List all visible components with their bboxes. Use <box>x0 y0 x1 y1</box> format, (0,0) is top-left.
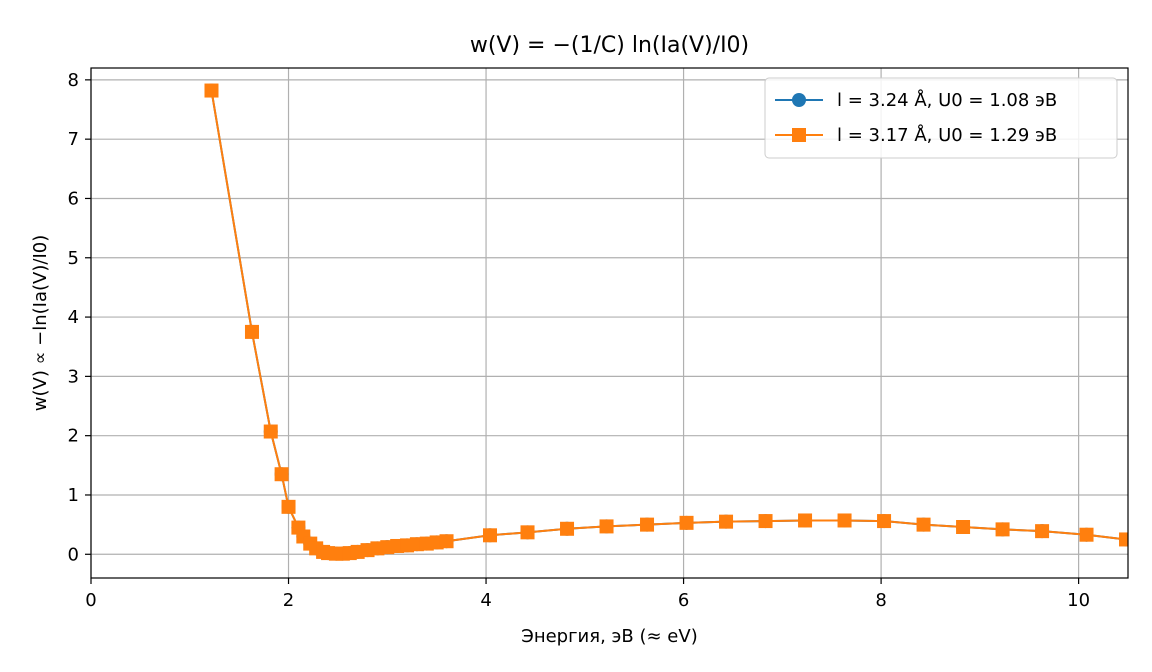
data-point <box>719 514 734 529</box>
y-tick-label: 4 <box>68 307 79 328</box>
legend-entry: l = 3.24 Å, U0 = 1.08 эВ <box>775 89 1057 111</box>
data-point <box>1119 532 1128 547</box>
data-point <box>956 520 971 534</box>
chart-title-text: w(V) = −(1/C) ln(Ia(V)/I0) <box>470 33 749 58</box>
legend: l = 3.24 Å, U0 = 1.08 эВ l = 3.17 Å, U0 =… <box>764 77 1118 159</box>
x-tick-label: 0 <box>85 590 96 611</box>
x-tick-label: 8 <box>875 590 886 611</box>
legend-entry: l = 3.17 Å, U0 = 1.29 эВ <box>775 124 1057 146</box>
series-line <box>210 90 1127 555</box>
y-tick-label: 1 <box>68 485 79 506</box>
y-tick-label: 5 <box>68 248 79 269</box>
series-2 <box>204 83 1128 561</box>
legend-label: l = 3.24 Å, U0 = 1.08 эВ <box>837 89 1057 111</box>
data-point <box>1079 527 1094 542</box>
data-point <box>916 517 931 532</box>
data-point <box>995 522 1010 537</box>
chart-title: w(V) = −(1/C) ln(Ia(V)/I0) <box>470 33 749 58</box>
legend-label: l = 3.17 Å, U0 = 1.29 эВ <box>837 124 1057 146</box>
x-tick-label: 4 <box>480 590 491 611</box>
data-point <box>482 528 497 543</box>
x-axis-ticks: 0 2 4 6 8 10 <box>85 578 1090 611</box>
y-tick-label: 2 <box>68 426 79 447</box>
data-point <box>798 513 813 528</box>
x-tick-label: 10 <box>1067 590 1090 611</box>
y-tick-label: 3 <box>68 366 79 387</box>
data-point <box>560 521 575 536</box>
legend-marker <box>792 93 806 107</box>
data-point <box>281 499 296 514</box>
data-point <box>640 517 655 532</box>
data-point <box>1035 524 1050 539</box>
data-point <box>204 83 219 98</box>
data-point <box>439 534 454 549</box>
y-axis-ticks: 0 1 2 3 4 5 6 7 8 <box>68 70 91 565</box>
data-point <box>599 519 614 534</box>
x-tick-label: 6 <box>678 590 689 611</box>
legend-box <box>764 77 1118 159</box>
data-point <box>877 514 892 529</box>
series-line <box>210 90 1127 555</box>
y-tick-label: 7 <box>68 129 79 150</box>
data-point <box>274 467 289 482</box>
y-tick-label: 0 <box>68 544 79 565</box>
y-tick-label: 6 <box>68 188 79 209</box>
x-tick-label: 2 <box>283 590 294 611</box>
x-axis-label: Энергия, эВ (≈ eV) <box>521 626 697 647</box>
series-layer <box>204 83 1128 561</box>
y-tick-label: 8 <box>68 70 79 91</box>
axes-frame <box>90 67 1129 579</box>
data-point <box>837 513 852 528</box>
data-point <box>263 424 278 439</box>
data-point <box>758 514 773 529</box>
legend-marker <box>792 128 806 142</box>
data-point <box>679 515 694 530</box>
data-point <box>520 525 535 540</box>
y-axis-label: w(V) ∝ −ln(Ia(V)/I0) <box>30 235 51 411</box>
data-point <box>244 324 259 339</box>
